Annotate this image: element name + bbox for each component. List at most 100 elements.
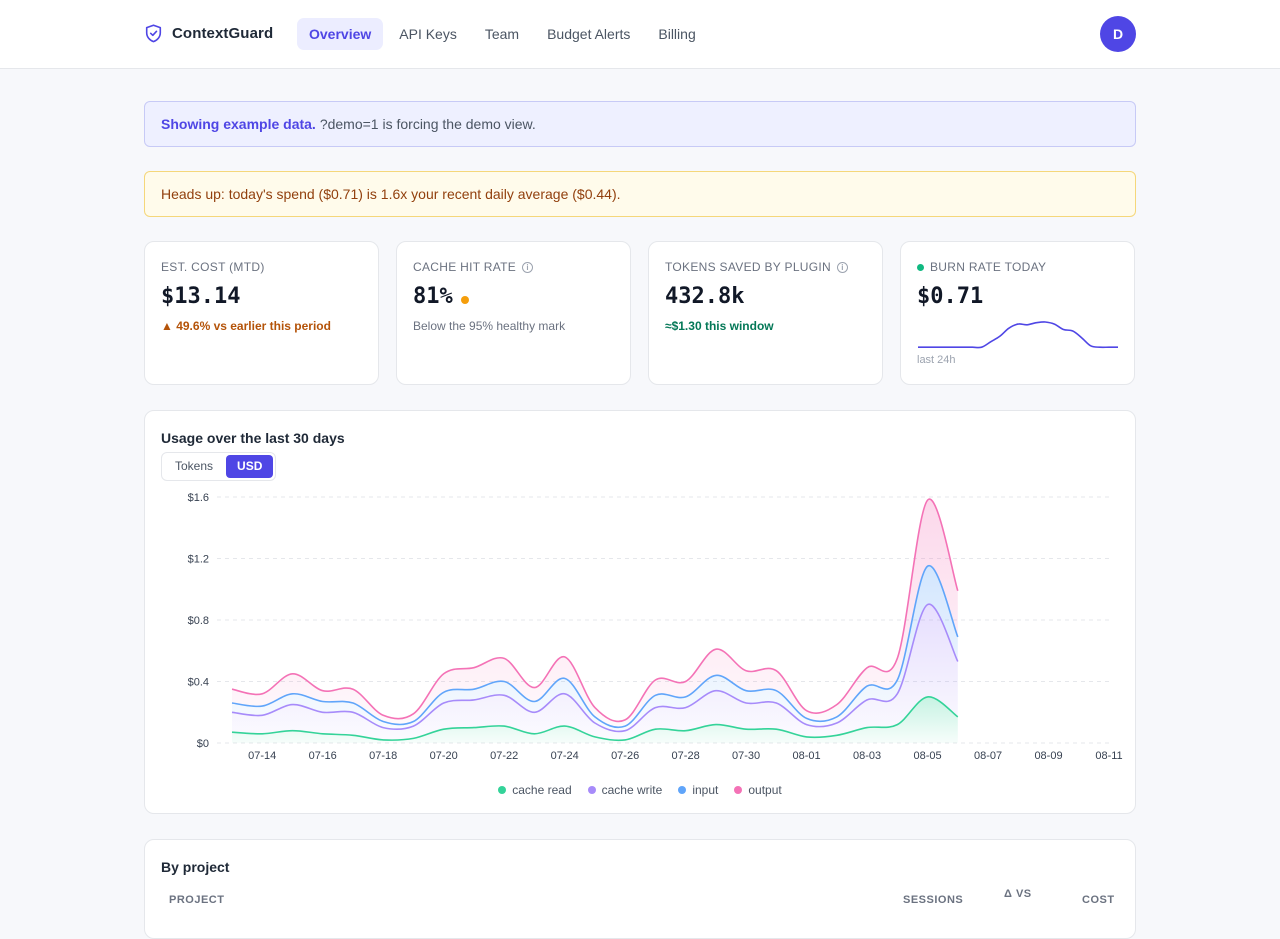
app-name: ContextGuard	[172, 25, 274, 42]
x-tick-label: 07-14	[248, 750, 276, 762]
cost-value: $13.14	[161, 284, 362, 309]
burn-sparkline	[917, 321, 1118, 349]
y-tick-label: $1.2	[188, 554, 209, 566]
demo-banner: Showing example data. ?demo=1 is forcing…	[144, 101, 1136, 147]
legend-item-output[interactable]: output	[734, 783, 782, 797]
cost-label: EST. COST (MTD)	[161, 260, 362, 274]
sparkline-line	[917, 321, 1118, 349]
cache-note: Below the 95% healthy mark	[413, 319, 566, 333]
x-tick-label: 07-30	[732, 750, 760, 762]
x-tick-label: 07-24	[551, 750, 579, 762]
demo-banner-strong: Showing example data.	[161, 116, 316, 132]
user-avatar[interactable]: D	[1100, 16, 1136, 52]
y-tick-label: $1.6	[188, 492, 209, 504]
area-cache-write	[232, 604, 958, 741]
line-cache-read	[231, 696, 959, 742]
by-project-card: By project PROJECT SESSIONS Δ VS COST	[144, 839, 1136, 939]
cache-label-text: CACHE HIT RATE	[413, 260, 517, 274]
burn-label: BURN RATE TODAY	[917, 260, 1118, 274]
burn-card: BURN RATE TODAY $0.71 last 24h	[900, 241, 1135, 385]
y-tick-label: $0.4	[188, 677, 209, 689]
main-content: Showing example data. ?demo=1 is forcing…	[144, 101, 1136, 939]
legend-dot-icon	[587, 786, 596, 794]
col-cost[interactable]: COST	[1082, 894, 1115, 906]
toggle-tokens[interactable]: Tokens	[175, 459, 214, 473]
main-nav: Overview API Keys Team Budget Alerts Bil…	[297, 18, 708, 50]
chart-legend: cache read cache write input output	[145, 783, 1135, 797]
live-dot-icon	[917, 263, 924, 271]
x-tick-label: 07-16	[309, 750, 337, 762]
legend-item-cache-read[interactable]: cache read	[498, 783, 572, 797]
legend-dot-icon	[498, 786, 507, 794]
tokens-label: TOKENS SAVED BY PLUGIN i	[665, 260, 866, 274]
unit-toggle: Tokens USD	[161, 452, 277, 481]
by-project-title: By project	[161, 859, 230, 875]
spend-warning-text: Heads up: today's spend ($0.71) is 1.6x …	[161, 186, 621, 202]
usage-chart-title: Usage over the last 30 days	[161, 430, 345, 446]
legend-label: input	[692, 783, 719, 797]
cache-value-text: 81%	[413, 284, 453, 309]
cache-label: CACHE HIT RATE i	[413, 260, 614, 274]
cache-value: 81%	[413, 284, 614, 309]
tokens-value: 432.8k	[665, 284, 866, 309]
usage-chart: $0 $0.4 $0.8 $1.2 $1.6 07-14 07-16 07-18 07-20 07…	[188, 492, 1123, 762]
nav-budget-alerts[interactable]: Budget Alerts	[547, 26, 631, 42]
legend-label: cache read	[512, 783, 572, 797]
burn-value: $0.71	[917, 284, 1118, 309]
legend-item-input[interactable]: input	[678, 783, 718, 797]
line-cache-write	[231, 603, 959, 733]
legend-label: output	[748, 783, 782, 797]
spend-warning-banner: Heads up: today's spend ($0.71) is 1.6x …	[144, 171, 1136, 217]
legend-dot-icon	[678, 786, 687, 794]
usage-chart-card: Usage over the last 30 days Tokens USD $…	[144, 410, 1136, 814]
y-tick-label: $0	[197, 738, 209, 750]
x-tick-label: 08-11	[1095, 750, 1122, 762]
line-output	[231, 498, 959, 723]
sparkline-caption: last 24h	[917, 354, 956, 366]
top-navigation-bar: ContextGuard Overview API Keys Team Budg…	[0, 0, 1280, 69]
cache-card: CACHE HIT RATE i 81% Below the 95% healt…	[396, 241, 631, 385]
x-tick-label: 07-20	[430, 750, 458, 762]
nav-team[interactable]: Team	[484, 26, 520, 42]
x-tick-label: 08-05	[913, 750, 941, 762]
demo-banner-text: ?demo=1 is forcing the demo view.	[319, 116, 536, 132]
area-output	[232, 499, 958, 728]
tokens-value-text: 432.8k	[665, 284, 745, 309]
y-tick-label: $0.8	[188, 615, 209, 627]
burn-value-text: $0.71	[917, 284, 984, 309]
tokens-label-text: TOKENS SAVED BY PLUGIN	[665, 260, 831, 274]
legend-dot-icon	[734, 786, 743, 794]
tokens-savings: ≈$1.30 this window	[665, 319, 774, 333]
cost-card: EST. COST (MTD) $13.14 ▲ 49.6% vs earlie…	[144, 241, 379, 385]
status-dot-icon	[460, 295, 469, 304]
nav-api-keys[interactable]: API Keys	[399, 26, 457, 42]
legend-item-cache-write[interactable]: cache write	[587, 783, 663, 797]
toggle-usd[interactable]: USD	[226, 455, 274, 478]
x-tick-label: 07-18	[369, 750, 397, 762]
tokens-card: TOKENS SAVED BY PLUGIN i 432.8k ≈$1.30 t…	[648, 241, 883, 385]
stat-cards: EST. COST (MTD) $13.14 ▲ 49.6% vs earlie…	[144, 241, 1136, 385]
cost-value-text: $13.14	[161, 284, 241, 309]
cost-label-text: EST. COST (MTD)	[161, 260, 265, 274]
x-tick-label: 08-03	[853, 750, 881, 762]
area-cache-read	[232, 696, 958, 743]
nav-billing[interactable]: Billing	[658, 26, 696, 42]
brand[interactable]: ContextGuard	[145, 24, 273, 43]
legend-label: cache write	[601, 783, 663, 797]
shield-icon	[145, 24, 162, 43]
x-tick-label: 07-26	[611, 750, 639, 762]
x-tick-label: 08-01	[793, 750, 821, 762]
cost-delta: ▲ 49.6% vs earlier this period	[161, 319, 331, 333]
info-icon[interactable]: i	[837, 261, 848, 273]
info-icon[interactable]: i	[522, 261, 534, 273]
x-tick-label: 07-22	[490, 750, 518, 762]
x-tick-label: 08-07	[974, 750, 1002, 762]
x-tick-label: 08-09	[1034, 750, 1062, 762]
line-input	[231, 565, 959, 729]
col-project[interactable]: PROJECT	[169, 894, 225, 906]
x-tick-label: 07-28	[672, 750, 700, 762]
burn-label-text: BURN RATE TODAY	[930, 260, 1047, 274]
col-sessions[interactable]: SESSIONS	[903, 894, 964, 906]
nav-overview[interactable]: Overview	[297, 18, 384, 50]
col-delta[interactable]: Δ VS	[1004, 888, 1032, 900]
